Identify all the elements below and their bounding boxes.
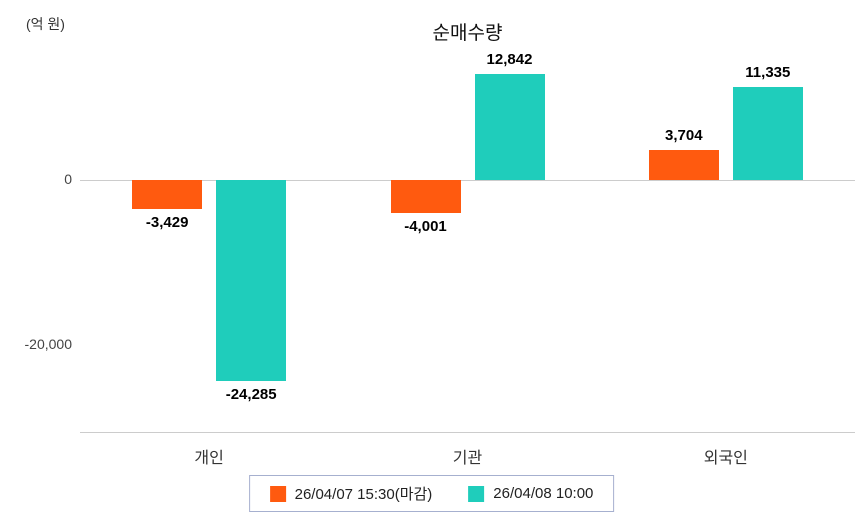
bar-series2-기관 <box>474 74 545 181</box>
bar-series1-외국인 <box>648 149 719 181</box>
x-axis-line <box>80 432 855 433</box>
value-label: 11,335 <box>745 63 791 81</box>
legend-label: 26/04/07 15:30(마감) <box>294 486 433 503</box>
bar-series2-외국인 <box>732 86 803 181</box>
bar-series1-기관 <box>390 180 461 214</box>
value-label: -4,001 <box>404 218 447 236</box>
legend-label: 26/04/08 10:00 <box>493 485 594 502</box>
y-tick-label: -20,000 <box>24 336 72 353</box>
bar-series1-개인 <box>132 180 203 209</box>
bar-series2-개인 <box>216 180 287 381</box>
y-axis-unit-label: (억 원) <box>26 16 65 32</box>
value-label: 3,704 <box>665 126 703 144</box>
x-category-label: 개인 <box>194 450 224 467</box>
zero-gridline <box>80 180 855 182</box>
legend-entry-series2: 26/04/08 10:00 <box>468 485 593 502</box>
chart-title: 순매수량 <box>432 23 503 44</box>
y-tick-label: 0 <box>64 171 72 188</box>
x-category-label: 기관 <box>452 450 483 467</box>
value-label: -24,285 <box>225 385 277 403</box>
x-category-label: 외국인 <box>703 450 748 467</box>
legend-swatch-icon <box>269 485 286 502</box>
legend-swatch-icon <box>468 485 485 502</box>
value-label: 12,842 <box>486 51 533 69</box>
legend: 26/04/07 15:30(마감) 26/04/08 10:00 <box>248 475 615 512</box>
value-label: -3,429 <box>145 213 189 231</box>
legend-entry-series1: 26/04/07 15:30(마감) <box>269 483 433 504</box>
